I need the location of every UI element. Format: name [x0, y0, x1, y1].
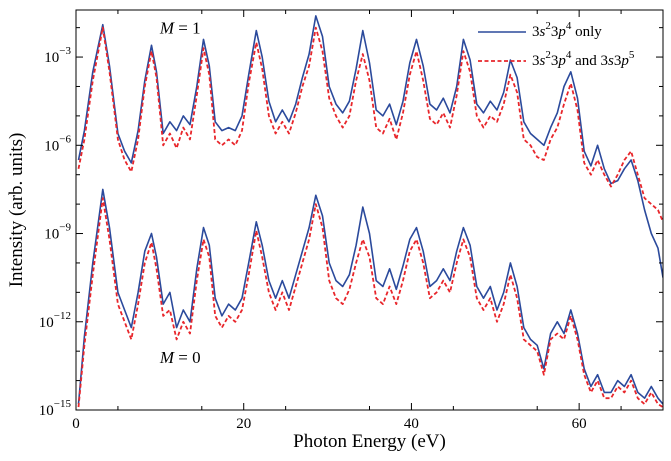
- annotations: M = 1 M = 0: [159, 19, 201, 367]
- annotation-label: M = 0: [159, 348, 201, 367]
- legend-entry: 3s23p4 and 3s3p5: [532, 49, 635, 69]
- y-tick-label: 10−3: [44, 45, 71, 66]
- annotation-label: M = 1: [159, 19, 201, 38]
- series-2-line-m1: [77, 26, 663, 223]
- x-tick-label: 0: [72, 416, 80, 432]
- axis-ticks: [75, 10, 663, 411]
- y-tick-label: 10−15: [39, 398, 72, 419]
- series-2-line-m0: [77, 197, 663, 408]
- x-tick-label: 20: [236, 416, 251, 432]
- y-axis-label: Intensity (arb. units): [6, 133, 27, 288]
- legend-entry: 3s23p4 only: [532, 20, 602, 40]
- y-tick-label: 10−9: [44, 222, 71, 243]
- series-1-line-m1: [77, 15, 663, 278]
- x-tick-label: 60: [572, 416, 587, 432]
- y-tick-label: 10−6: [44, 133, 71, 154]
- x-axis-label: Photon Energy (eV): [293, 431, 446, 452]
- series-1-line-m0: [77, 188, 663, 405]
- x-tick-label: 40: [404, 416, 419, 432]
- plot-area: [77, 15, 663, 408]
- y-tick-label: 10−12: [39, 310, 71, 331]
- legend: 3s23p4 only 3s23p4 and 3s3p5: [478, 20, 635, 69]
